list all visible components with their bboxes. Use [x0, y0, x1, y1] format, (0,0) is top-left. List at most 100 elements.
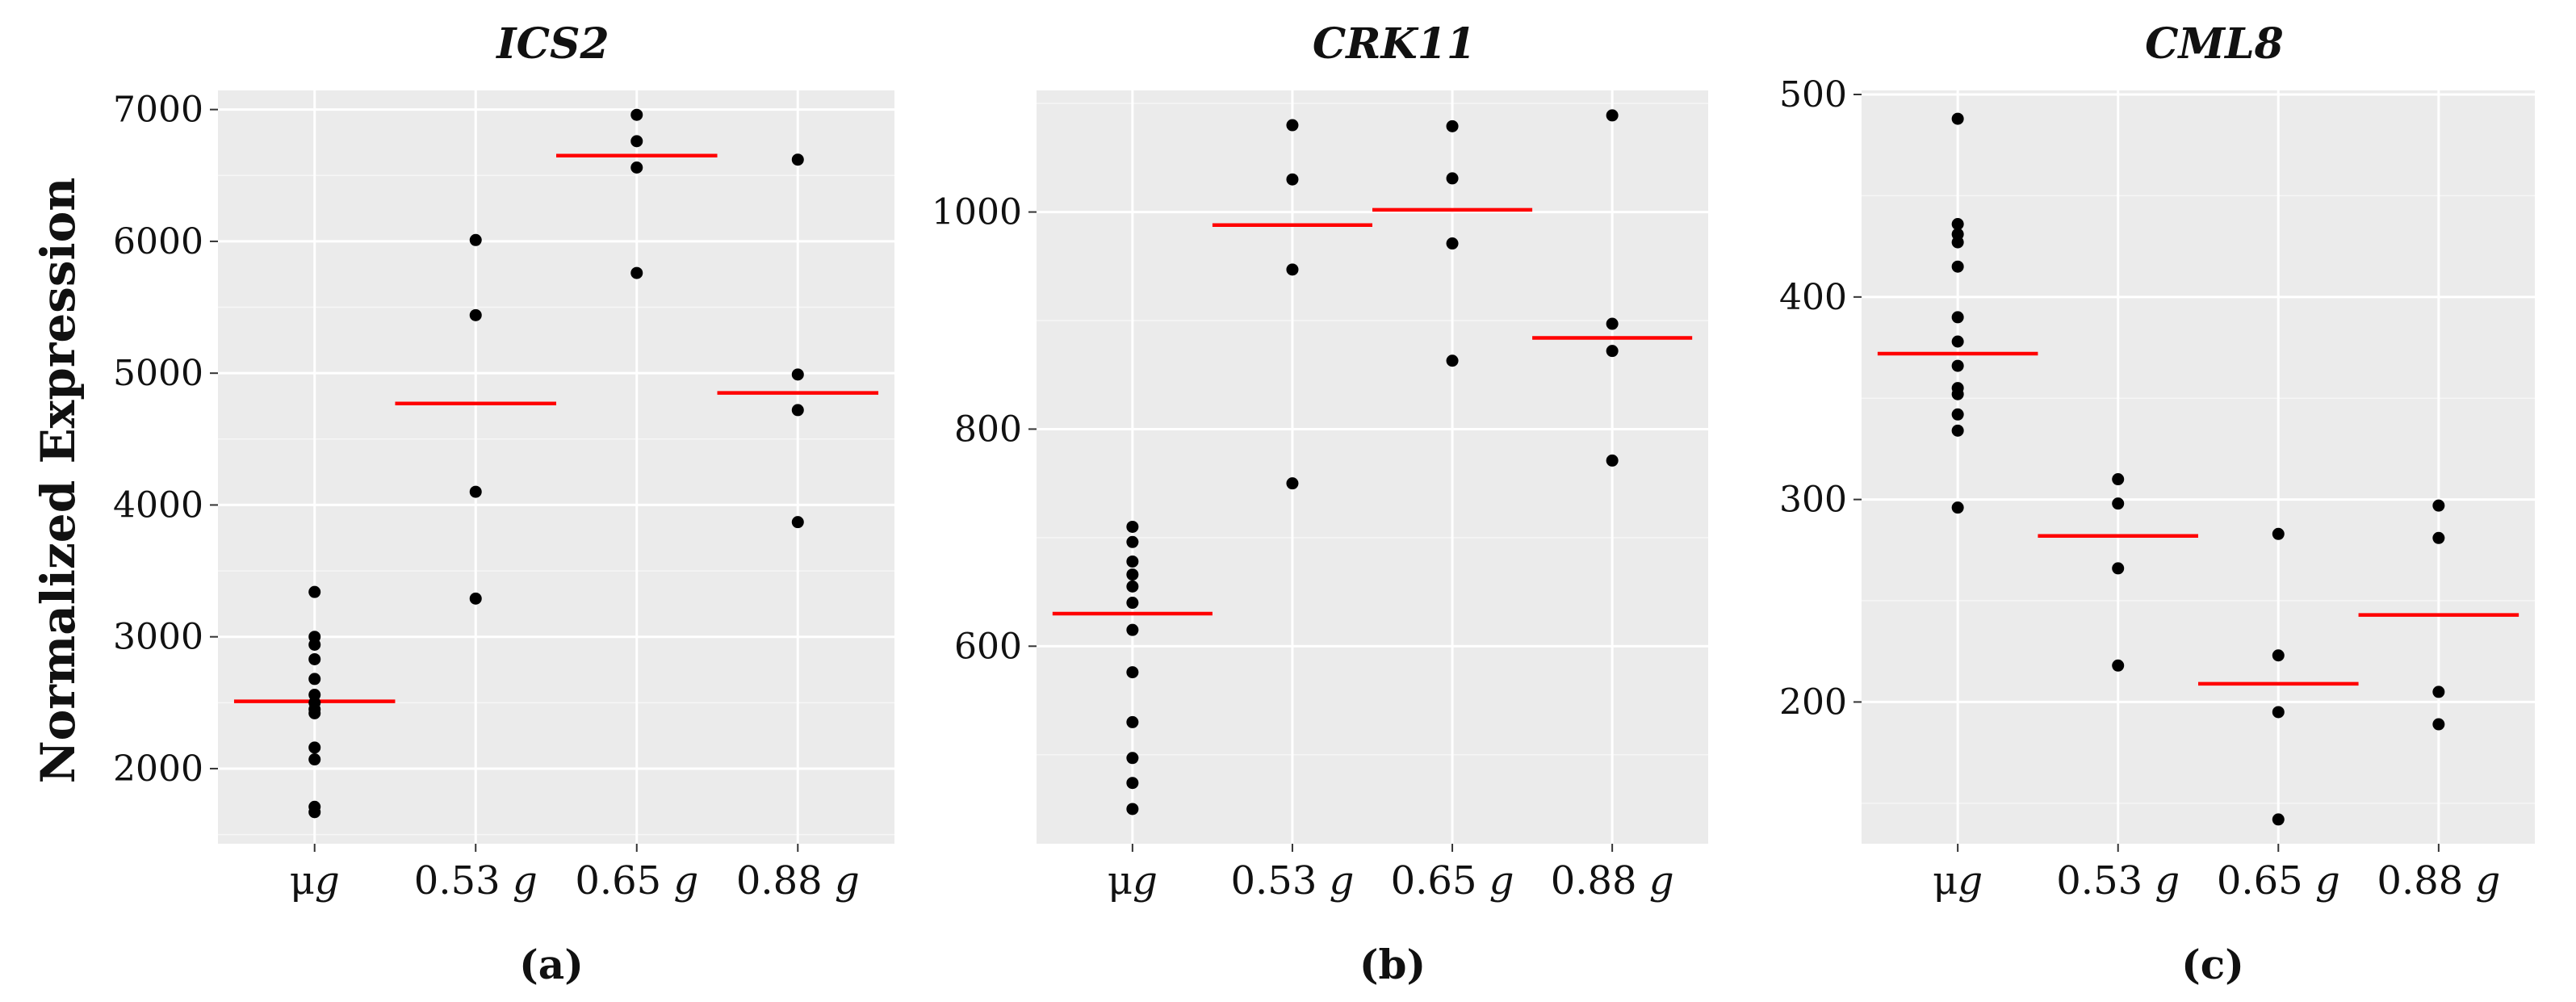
data-point — [630, 108, 643, 121]
y-tick-label: 200 — [1779, 681, 1847, 723]
plot-background — [218, 90, 894, 844]
x-tick-label: 0.53 g — [2056, 858, 2180, 903]
data-point — [1126, 666, 1139, 679]
data-point — [308, 652, 321, 665]
data-point — [791, 516, 804, 529]
panel-title: CML8 — [2145, 19, 2284, 69]
data-point — [791, 404, 804, 417]
data-point — [2432, 685, 2445, 698]
data-point — [1286, 263, 1299, 276]
data-point — [1126, 580, 1139, 593]
y-tick-label: 600 — [954, 626, 1022, 667]
data-point — [1606, 454, 1619, 467]
data-point — [469, 308, 482, 321]
data-point — [1606, 109, 1619, 122]
data-point — [1126, 535, 1139, 548]
y-tick-label: 3000 — [113, 617, 203, 658]
data-point — [308, 806, 321, 819]
x-tick-label: μg — [1108, 858, 1158, 903]
panel-label: (a) — [519, 941, 584, 988]
data-point — [630, 266, 643, 279]
data-point — [2272, 527, 2285, 540]
plot-background — [1862, 90, 2535, 844]
data-point — [1951, 311, 1964, 324]
data-point — [1951, 408, 1964, 421]
y-tick-label: 6000 — [113, 221, 203, 262]
data-point — [1126, 520, 1139, 533]
data-point — [1126, 803, 1139, 815]
data-point — [791, 153, 804, 166]
data-point — [469, 233, 482, 246]
data-point — [1126, 715, 1139, 728]
data-point — [1606, 317, 1619, 330]
data-point — [1951, 335, 1964, 348]
data-point — [1126, 597, 1139, 610]
data-point — [630, 161, 643, 174]
chart-panel-2: 600 800 1000 μg 0.53 g 0.65 g 0.88 g CRK11 (b) — [932, 19, 1708, 988]
y-tick-label: 400 — [1779, 277, 1847, 318]
y-tick-label: 5000 — [113, 353, 203, 394]
data-point — [2112, 562, 2125, 575]
data-point — [308, 741, 321, 754]
chart-panel-3: 200 300 400 500 μg 0.53 g 0.65 g 0.88 g CML8 (c) — [1779, 19, 2535, 988]
data-point — [1446, 354, 1459, 367]
data-point — [791, 368, 804, 381]
y-tick-label: 500 — [1779, 74, 1847, 115]
data-point — [1286, 477, 1299, 490]
data-point — [2112, 497, 2125, 510]
x-tick-label: 0.53 g — [1231, 858, 1355, 903]
x-tick-label: 0.53 g — [414, 858, 538, 903]
data-point — [2112, 473, 2125, 486]
data-point — [2272, 706, 2285, 719]
x-tick-label: 0.65 g — [575, 858, 698, 903]
panel-label: (c) — [2181, 941, 2244, 988]
data-point — [308, 585, 321, 598]
x-tick-label: μg — [1933, 858, 1983, 903]
data-point — [1951, 359, 1964, 372]
data-point — [308, 673, 321, 685]
y-axis-title: Normalized Expression — [31, 178, 86, 784]
data-point — [630, 135, 643, 148]
panel-title: ICS2 — [495, 19, 609, 69]
data-point — [1951, 388, 1964, 400]
data-point — [1126, 555, 1139, 568]
panel-label: (b) — [1359, 941, 1426, 988]
data-point — [1126, 777, 1139, 790]
y-tick-label: 7000 — [113, 90, 203, 131]
data-point — [1126, 752, 1139, 765]
data-point — [2432, 499, 2445, 512]
data-point — [469, 485, 482, 498]
data-point — [1606, 345, 1619, 358]
y-tick-label: 4000 — [113, 484, 203, 526]
y-tick-label: 800 — [954, 409, 1022, 450]
data-point — [1951, 501, 1964, 514]
data-point — [2432, 531, 2445, 544]
x-tick-label: 0.65 g — [2217, 858, 2340, 903]
y-tick-label: 300 — [1779, 480, 1847, 521]
y-tick-label: 1000 — [932, 192, 1022, 233]
data-point — [1126, 623, 1139, 636]
x-tick-label: μg — [290, 858, 340, 903]
data-point — [2432, 718, 2445, 731]
data-point — [1951, 260, 1964, 273]
data-point — [1951, 218, 1964, 231]
x-tick-label: 0.88 g — [736, 858, 860, 903]
y-tick-label: 2000 — [113, 748, 203, 790]
data-point — [1951, 112, 1964, 125]
data-point — [1286, 173, 1299, 186]
x-tick-label: 0.65 g — [1391, 858, 1514, 903]
data-point — [308, 706, 321, 719]
data-point — [1286, 119, 1299, 132]
data-point — [1446, 172, 1459, 185]
x-tick-label: 0.88 g — [2377, 858, 2500, 903]
data-point — [2272, 813, 2285, 826]
data-point — [2272, 649, 2285, 662]
data-point — [469, 592, 482, 605]
data-point — [308, 638, 321, 651]
data-point — [1951, 236, 1964, 249]
chart-panel-1: 2000 3000 4000 5000 6000 7000 μg 0.53 g 0.65 g 0.… — [113, 19, 894, 988]
x-tick-label: 0.88 g — [1551, 858, 1674, 903]
data-point — [1951, 424, 1964, 437]
data-point — [2112, 659, 2125, 672]
